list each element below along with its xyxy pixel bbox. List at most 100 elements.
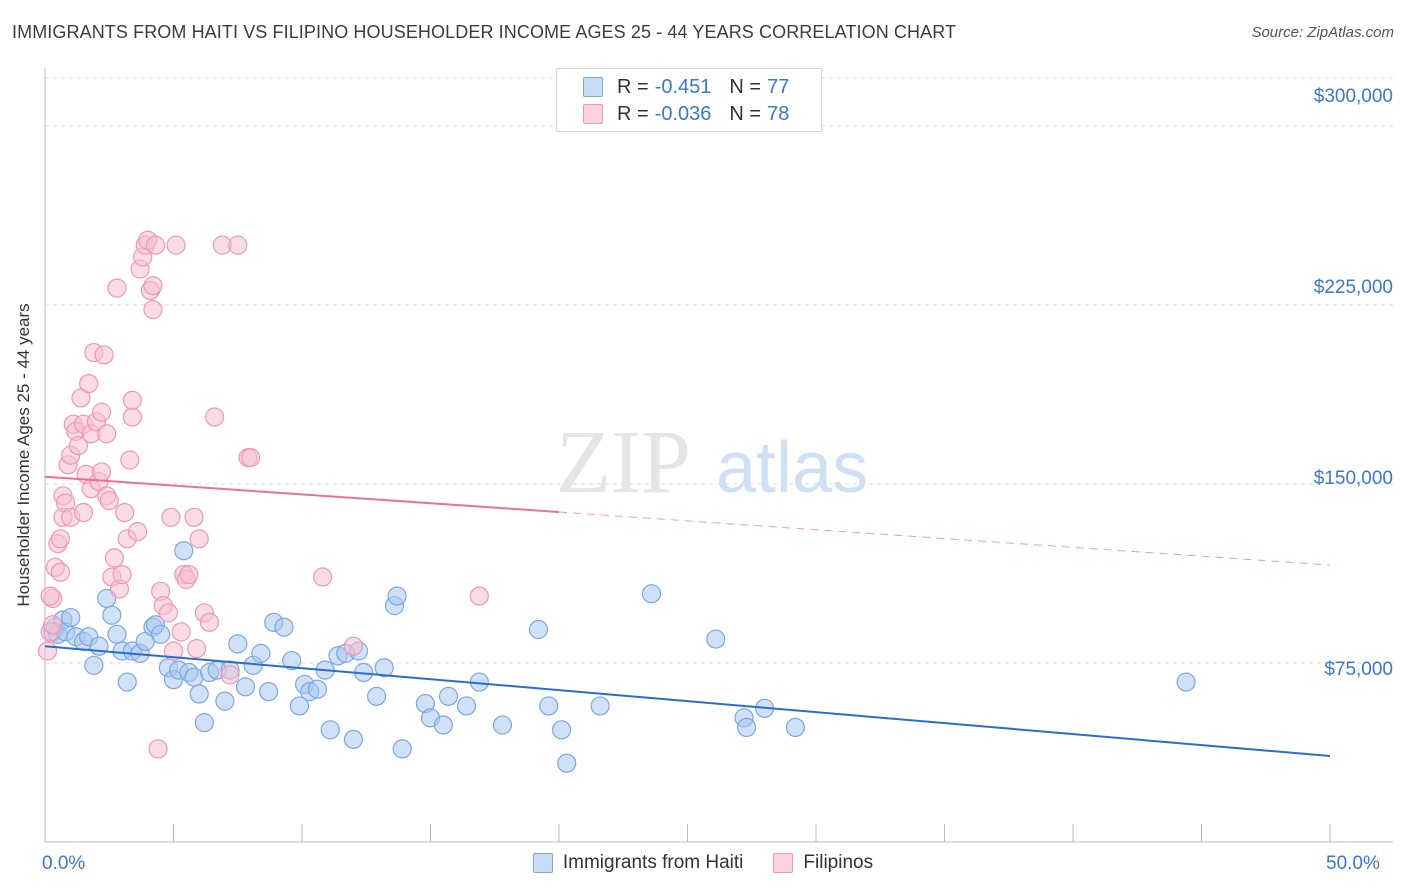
filipino-point [166, 235, 186, 255]
haiti-point [590, 696, 610, 716]
filipino-point [145, 235, 166, 255]
haiti-point [737, 717, 757, 738]
trend-lines [44, 475, 1331, 758]
filipino-point [171, 622, 191, 642]
r-value: -0.036 [654, 102, 712, 125]
y-tick-label: $300,000 [1313, 86, 1393, 107]
haiti-point [433, 715, 453, 735]
watermark-zip: ZIP [556, 413, 691, 512]
filipino-point [163, 641, 184, 661]
haiti-swatch [583, 77, 603, 97]
haiti-point [374, 658, 394, 678]
filipino-point [343, 636, 363, 656]
haiti-point [1176, 672, 1196, 692]
haiti-point [528, 619, 549, 640]
n-label: N = [729, 75, 762, 98]
filipino-point [43, 615, 63, 635]
haiti-point [228, 634, 248, 654]
filipino-point [199, 612, 220, 632]
haiti-point [215, 691, 235, 711]
haiti-point [785, 717, 806, 738]
filipino-point [187, 639, 207, 659]
haiti-swatch [532, 853, 553, 873]
filipino-point [40, 586, 60, 606]
filipino-point [94, 345, 114, 365]
r-label: R = [617, 75, 649, 98]
haiti-point [366, 686, 387, 706]
filipino-point [312, 567, 333, 587]
filipino-point [122, 407, 142, 427]
haiti-point [274, 617, 294, 637]
filipino-point [50, 529, 71, 549]
haiti-point [282, 650, 302, 671]
haiti-point [307, 679, 328, 699]
haiti-point [392, 739, 412, 759]
haiti-point [107, 624, 127, 644]
haiti-point [551, 720, 572, 740]
filipino-point [469, 586, 489, 606]
haiti-point [117, 672, 137, 692]
filipino-point [179, 564, 199, 585]
haiti-point [539, 696, 559, 716]
legend-item-haiti[interactable]: Immigrants from Haiti [532, 852, 744, 874]
y-tick-label: $75,000 [1324, 659, 1393, 680]
haiti-point [194, 713, 214, 733]
filipino-point [91, 462, 112, 482]
n-value: 77 [767, 75, 790, 98]
filipino-point [143, 276, 163, 296]
haiti-point [84, 655, 104, 675]
filipino-point [37, 641, 58, 661]
haiti-point [343, 729, 363, 749]
chart-title: IMMIGRANTS FROM HAITI VS FILIPINO HOUSEH… [12, 22, 957, 42]
filipino-point [99, 490, 119, 511]
watermark-atlas: atlas [716, 428, 868, 508]
legend-label: Immigrants from Haiti [562, 852, 744, 873]
haiti-point [492, 715, 513, 735]
haiti-trend-line [44, 645, 1331, 758]
filipino-point [228, 235, 248, 255]
filipino-point [161, 507, 181, 527]
r-label: R = [617, 102, 649, 125]
filipino-trend-line [44, 475, 560, 514]
r-value: -0.451 [654, 75, 712, 98]
filipino-point [91, 402, 112, 422]
haiti-point [235, 677, 256, 697]
legend-row-filipino: R = -0.036 N = 78 [583, 102, 807, 126]
n-value: 78 [767, 102, 790, 125]
gridlines [45, 77, 1393, 664]
axes [44, 68, 1393, 843]
legend-item-filipinos[interactable]: Filipinos [773, 852, 873, 874]
filipino-swatch [583, 104, 603, 124]
filipino-point [120, 450, 140, 470]
filipino-point [50, 562, 71, 582]
legend-row-haiti: R = -0.451 N = 77 [583, 75, 807, 99]
filipino-point [97, 424, 117, 444]
haiti-point [151, 624, 171, 644]
y-tick-label: $225,000 [1313, 277, 1393, 298]
filipino-point [220, 665, 240, 685]
filipino-point [107, 278, 127, 298]
series-haiti-points [43, 541, 1196, 773]
filipino-point [158, 603, 178, 623]
haiti-point [456, 696, 477, 716]
haiti-point [320, 720, 340, 740]
n-label: N = [729, 102, 762, 125]
filipino-point [68, 436, 89, 456]
filipino-point [205, 407, 225, 427]
haiti-point [557, 753, 577, 773]
series-legend: Immigrants from Haiti Filipinos [0, 852, 1406, 874]
y-axis-label: Householder Income Ages 25 - 44 years [14, 303, 33, 607]
haiti-point [641, 584, 662, 604]
filipino-point [189, 529, 209, 549]
haiti-point [89, 636, 109, 656]
series-filipino-points [37, 230, 489, 759]
haiti-point [174, 541, 194, 561]
haiti-point [102, 605, 122, 625]
haiti-point [189, 684, 209, 704]
filipino-point [143, 299, 163, 320]
haiti-point [61, 607, 81, 628]
haiti-point [438, 686, 459, 706]
filipino-point [73, 502, 94, 523]
filipino-point [122, 390, 142, 410]
